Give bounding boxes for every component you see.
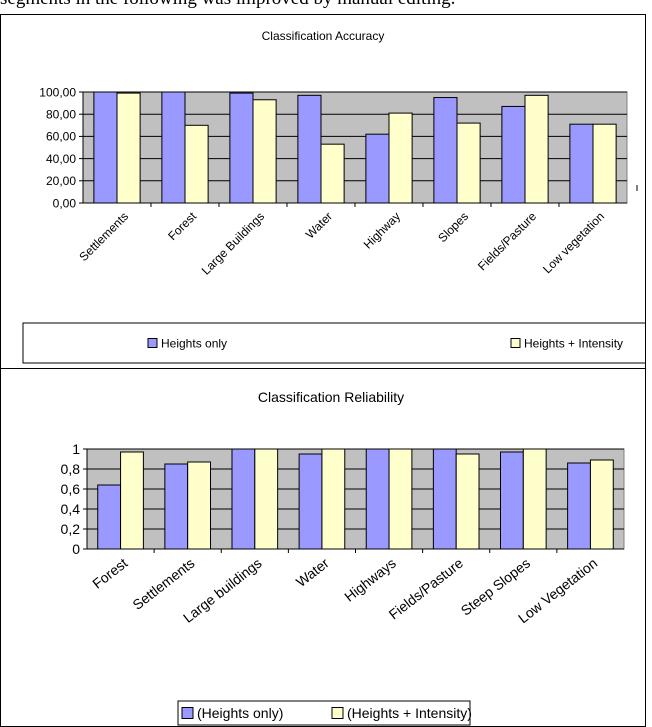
bar-heights-intensity	[116, 92, 141, 204]
bar-heights-only	[231, 448, 256, 550]
y-tick-label: 80,00	[46, 108, 76, 122]
x-category-label: Highway	[361, 209, 403, 251]
bar-heights-intensity	[455, 453, 480, 550]
x-category-label: Fields/Pasture	[475, 209, 539, 273]
bar-heights-only	[569, 123, 594, 204]
legend-label: Heights + Intensity	[524, 336, 623, 350]
y-tick-label: 0,6	[61, 481, 81, 497]
x-category-label: Large Buildings	[199, 209, 267, 277]
bar-heights-intensity	[388, 448, 413, 550]
y-tick-label: 0,00	[53, 196, 77, 210]
bar-heights-only	[97, 484, 122, 550]
legend-swatch	[510, 338, 521, 348]
bar-heights-only	[297, 94, 322, 204]
bar-heights-only	[365, 448, 390, 550]
bar-heights-only	[93, 91, 118, 204]
bar-heights-intensity	[388, 112, 413, 204]
legend-box	[177, 700, 471, 726]
x-category-label: Settlements	[76, 209, 131, 264]
y-tick-label: 40,00	[46, 152, 76, 166]
bar-heights-only	[567, 462, 591, 550]
x-category-label: Low vegetation	[540, 209, 607, 276]
y-tick-label: 0,2	[61, 521, 81, 537]
bar-heights-intensity	[252, 99, 277, 204]
bar-heights-only	[432, 448, 457, 550]
bar-heights-only	[298, 453, 323, 550]
bar-heights-only	[365, 133, 390, 204]
legend-swatch	[331, 707, 344, 719]
y-tick-label: 1	[72, 441, 80, 457]
bar-heights-intensity	[320, 143, 345, 204]
y-tick-label: 100,00	[39, 85, 76, 99]
bar-heights-intensity	[522, 448, 547, 550]
bar-heights-only	[164, 463, 189, 550]
legend-swatch	[147, 338, 158, 348]
y-tick-label: 0,8	[61, 461, 81, 477]
bar-heights-intensity	[524, 94, 549, 204]
bar-heights-only	[161, 91, 186, 204]
document-caption: segments in the following was improved b…	[0, 0, 652, 14]
bar-heights-intensity	[184, 124, 209, 204]
x-category-label: Water	[303, 209, 335, 241]
bar-heights-intensity	[592, 123, 617, 204]
reliability-chart: Classification Reliability 0 0,2 0,4 0,6 0,8 1…	[0, 368, 646, 727]
legend-label: Heights only	[161, 336, 227, 350]
legend-box	[22, 322, 645, 364]
y-tick-label: 20,00	[46, 174, 76, 188]
bar-heights-only	[229, 92, 254, 204]
x-category-label: Slopes	[435, 209, 471, 245]
reliability-chart-svg: Classification Reliability 0 0,2 0,4 0,6 0,8 1…	[61, 389, 625, 726]
bar-heights-intensity	[321, 448, 346, 550]
bar-heights-only	[499, 451, 524, 550]
bar-heights-intensity	[120, 451, 144, 550]
y-tick-label: 0,4	[61, 501, 81, 517]
accuracy-chart-svg: Classification Accuracy 0,00 20,00 40,00 60,…	[22, 29, 645, 364]
x-category-label: Forest	[165, 209, 199, 243]
bar-heights-intensity	[456, 122, 481, 204]
bar-heights-intensity	[187, 461, 212, 550]
x-category-label: Settlements	[129, 555, 197, 613]
chart-title: Classification Reliability	[258, 389, 404, 405]
bar-heights-only	[433, 97, 458, 204]
y-tick-label: 0	[72, 541, 80, 557]
bar-heights-only	[501, 105, 526, 204]
x-category-label: Forest	[89, 555, 130, 592]
chart-title: Classification Accuracy	[262, 29, 385, 43]
x-category-label: Fields/Pasture	[386, 555, 467, 623]
legend-label: (Heights only)	[197, 705, 283, 721]
bar-heights-intensity	[589, 459, 614, 550]
bar-heights-intensity	[254, 448, 279, 550]
y-tick-label: 60,00	[46, 130, 76, 144]
x-category-label: Highways	[341, 555, 399, 605]
accuracy-chart: Classification Accuracy 0,00 20,00 40,00 60,…	[0, 14, 646, 369]
legend-swatch	[181, 707, 194, 719]
legend-label: (Heights + Intensity)	[347, 705, 472, 721]
x-category-label: Water	[293, 555, 332, 590]
